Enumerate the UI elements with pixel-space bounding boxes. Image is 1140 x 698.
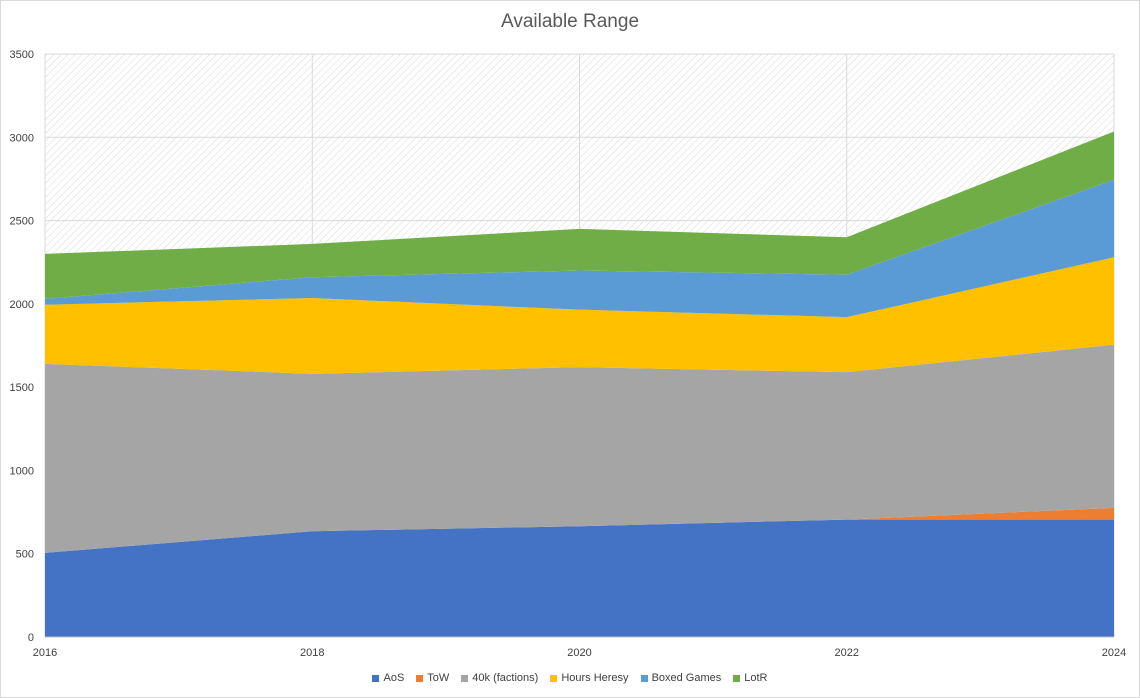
legend-label: AoS [383,672,405,684]
x-tick-label: 2016 [33,647,57,659]
legend-label: LotR [744,672,768,684]
y-tick-label: 2500 [10,216,34,228]
y-tick-label: 3500 [10,49,34,61]
legend-item: AoS [372,672,404,684]
legend-item: Boxed Games [640,672,722,684]
legend-label: Boxed Games [651,672,722,684]
x-tick-label: 2022 [835,647,859,659]
legend-item: ToW [416,672,449,684]
legend-label: Hours Heresy [561,672,629,684]
y-tick-label: 500 [16,549,34,561]
area-boxed-games [45,179,1114,318]
y-tick-label: 1500 [10,382,34,394]
legend: AoS ToW 40k (factions) Hours Heresy Boxed Ga… [1,672,1139,684]
legend-swatch [416,674,424,682]
y-tick-label: 2000 [10,299,34,311]
y-tick-label: 3000 [10,132,34,144]
legend-item: 40k (factions) [461,672,538,684]
legend-swatch [733,674,741,682]
legend-swatch [640,674,648,682]
area-hours-heresy [45,257,1114,374]
x-tick-label: 2020 [567,647,591,659]
y-tick-label: 1000 [10,465,34,477]
area-aos [45,519,1114,637]
x-tick-label: 2018 [300,647,324,659]
chart-title: Available Range [500,11,640,32]
y-tick-label: 0 [28,632,34,644]
legend-swatch [550,674,558,682]
legend-item: Hours Heresy [550,672,629,684]
area-40k-factions [45,344,1114,553]
legend-label: ToW [427,672,450,684]
legend-swatch [372,674,380,682]
plot-area: 0 500 1000 1500 2000 2500 3000 3500 2016 2018 2020… [10,49,1127,659]
x-tick-label: 2024 [1102,647,1126,659]
legend-swatch [461,674,469,682]
legend-label: 40k (factions) [472,672,539,684]
area-lotr [45,131,1114,299]
legend-item: LotR [733,672,768,684]
